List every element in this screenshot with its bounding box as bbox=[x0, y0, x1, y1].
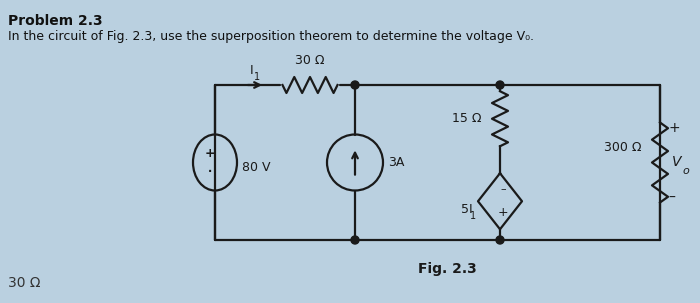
Text: 1: 1 bbox=[254, 72, 260, 82]
Text: o: o bbox=[682, 165, 689, 175]
Circle shape bbox=[496, 81, 504, 89]
Text: 30 Ω: 30 Ω bbox=[295, 54, 325, 67]
Text: 1: 1 bbox=[470, 211, 476, 221]
Text: +: + bbox=[668, 121, 680, 135]
Text: 15 Ω: 15 Ω bbox=[452, 112, 482, 125]
Text: ·: · bbox=[207, 163, 213, 182]
Text: –: – bbox=[668, 191, 675, 205]
Circle shape bbox=[351, 236, 359, 244]
Circle shape bbox=[351, 81, 359, 89]
Text: 5I: 5I bbox=[461, 203, 473, 216]
Text: In the circuit of Fig. 2.3, use the superposition theorem to determine the volta: In the circuit of Fig. 2.3, use the supe… bbox=[8, 30, 534, 43]
Text: 3A: 3A bbox=[388, 156, 405, 169]
Text: +: + bbox=[204, 147, 216, 160]
Text: I: I bbox=[250, 64, 254, 77]
Text: 30 Ω: 30 Ω bbox=[8, 276, 41, 290]
Circle shape bbox=[496, 236, 504, 244]
Text: Problem 2.3: Problem 2.3 bbox=[8, 14, 103, 28]
Text: Fig. 2.3: Fig. 2.3 bbox=[418, 262, 477, 276]
Text: V: V bbox=[672, 155, 682, 169]
Text: 300 Ω: 300 Ω bbox=[605, 141, 642, 154]
Text: 80 V: 80 V bbox=[242, 161, 270, 174]
Text: –: – bbox=[500, 184, 506, 194]
Text: +: + bbox=[498, 206, 508, 219]
